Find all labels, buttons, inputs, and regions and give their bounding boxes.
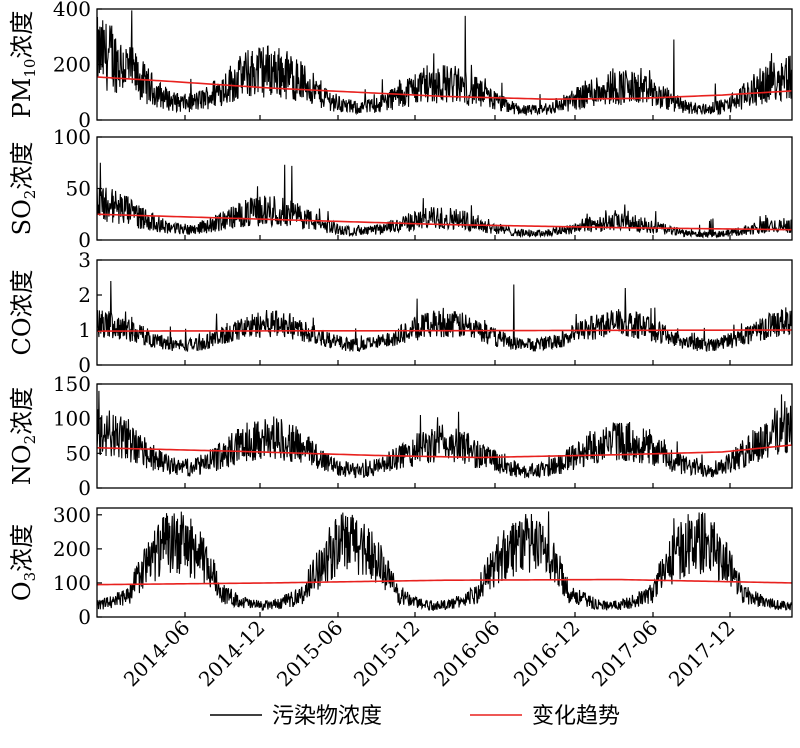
y-tick-label: 300 [53, 503, 91, 527]
y-tick-label: 100 [53, 571, 91, 595]
x-tick-label: 2015-06 [272, 616, 348, 692]
panel-frame [96, 507, 793, 618]
y-tick-label: 200 [53, 537, 91, 561]
series-line-trend [97, 213, 792, 231]
y-tick-label: 0 [78, 108, 91, 132]
series-line-concentration [97, 390, 792, 479]
x-tick-label: 2016-06 [429, 616, 505, 692]
x-tick-label: 2014-12 [194, 616, 270, 692]
x-tick-label: 2014-06 [119, 616, 195, 692]
y-axis-label: CO浓度 [8, 269, 36, 355]
y-axis-label: PM10浓度 [8, 11, 39, 119]
y-tick-label: 50 [66, 441, 91, 465]
legend-entry: 变化趋势 [470, 704, 620, 729]
y-tick-label: 50 [66, 177, 91, 201]
y-tick-label: 100 [53, 125, 91, 149]
series-line-trend [97, 444, 792, 459]
legend-label: 变化趋势 [532, 704, 620, 729]
legend-entry: 污染物浓度 [210, 704, 382, 729]
y-tick-label: 2 [78, 283, 91, 307]
y-tick-label: 400 [53, 0, 91, 21]
x-tick-label: 2016-12 [509, 616, 585, 692]
y-axis-label: SO2浓度 [8, 142, 39, 236]
series-line-concentration [97, 511, 792, 612]
x-tick-label: 2015-12 [349, 616, 425, 692]
series-line-trend [97, 329, 792, 332]
y-tick-label: 100 [53, 407, 91, 431]
y-tick-label: 0 [78, 605, 91, 629]
panel-5: 0 100 200 300 O3浓度 [8, 503, 793, 629]
legend-label: 污染物浓度 [272, 704, 382, 729]
y-tick-label: 150 [53, 372, 91, 396]
panel-3: 0 1 2 3 CO浓度 [8, 248, 793, 377]
series-line-trend [97, 76, 792, 100]
x-tick-label: 2017-12 [664, 616, 740, 692]
y-tick-label: 3 [78, 248, 91, 272]
panel-4: 0 50 100 150 NO2浓度 [8, 372, 793, 500]
x-tick-label: 2017-06 [587, 616, 663, 692]
y-tick-label: 0 [78, 228, 91, 252]
y-tick-label: 0 [78, 476, 91, 500]
series-line-concentration [97, 162, 792, 239]
y-tick-label: 0 [78, 353, 91, 377]
panel-frame [96, 383, 793, 489]
series-line-concentration [97, 10, 792, 116]
series-line-concentration [97, 280, 792, 352]
panel-1: 0 200 400 PM10浓度 [8, 0, 793, 132]
series-line-trend [97, 578, 792, 586]
panel-2: 0 50 100 SO2浓度 [8, 125, 793, 252]
y-tick-label: 200 [53, 53, 91, 77]
y-axis-label: NO2浓度 [8, 387, 39, 485]
panel-frame [96, 259, 793, 366]
y-tick-label: 1 [78, 318, 91, 342]
y-axis-label: O3浓度 [8, 524, 39, 601]
